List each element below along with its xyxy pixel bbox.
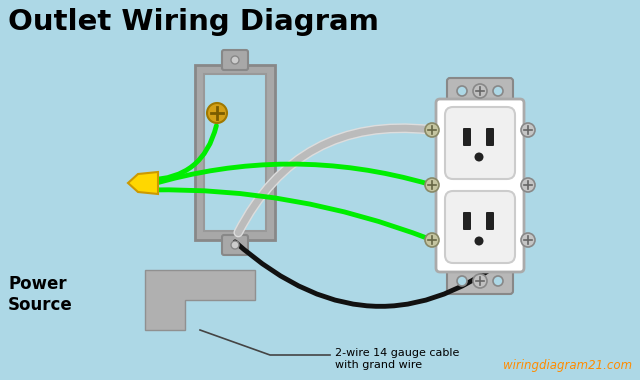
FancyBboxPatch shape xyxy=(436,99,524,272)
FancyBboxPatch shape xyxy=(222,50,248,70)
Circle shape xyxy=(457,276,467,286)
FancyBboxPatch shape xyxy=(445,107,515,179)
Circle shape xyxy=(231,56,239,64)
Circle shape xyxy=(493,86,503,96)
Circle shape xyxy=(457,86,467,96)
FancyBboxPatch shape xyxy=(195,65,275,240)
Ellipse shape xyxy=(474,236,483,245)
FancyBboxPatch shape xyxy=(447,268,513,294)
FancyBboxPatch shape xyxy=(204,74,266,231)
Circle shape xyxy=(231,241,239,249)
Polygon shape xyxy=(128,172,158,194)
Circle shape xyxy=(521,233,535,247)
Ellipse shape xyxy=(474,152,483,161)
Circle shape xyxy=(473,274,487,288)
FancyBboxPatch shape xyxy=(222,235,248,255)
Text: wiringdiagram21.com: wiringdiagram21.com xyxy=(503,359,632,372)
Circle shape xyxy=(493,276,503,286)
FancyBboxPatch shape xyxy=(445,191,515,263)
Text: Outlet Wiring Diagram: Outlet Wiring Diagram xyxy=(8,8,379,36)
Polygon shape xyxy=(145,270,255,330)
Circle shape xyxy=(425,178,439,192)
FancyBboxPatch shape xyxy=(463,128,471,146)
FancyBboxPatch shape xyxy=(486,212,494,230)
Text: Power
Source: Power Source xyxy=(8,275,73,314)
FancyBboxPatch shape xyxy=(463,212,471,230)
Circle shape xyxy=(425,123,439,137)
FancyBboxPatch shape xyxy=(486,128,494,146)
Circle shape xyxy=(425,233,439,247)
Circle shape xyxy=(521,123,535,137)
Circle shape xyxy=(521,178,535,192)
FancyBboxPatch shape xyxy=(447,78,513,104)
Text: 2-wire 14 gauge cable
with grand wire: 2-wire 14 gauge cable with grand wire xyxy=(335,348,460,370)
Circle shape xyxy=(207,103,227,123)
Circle shape xyxy=(473,84,487,98)
